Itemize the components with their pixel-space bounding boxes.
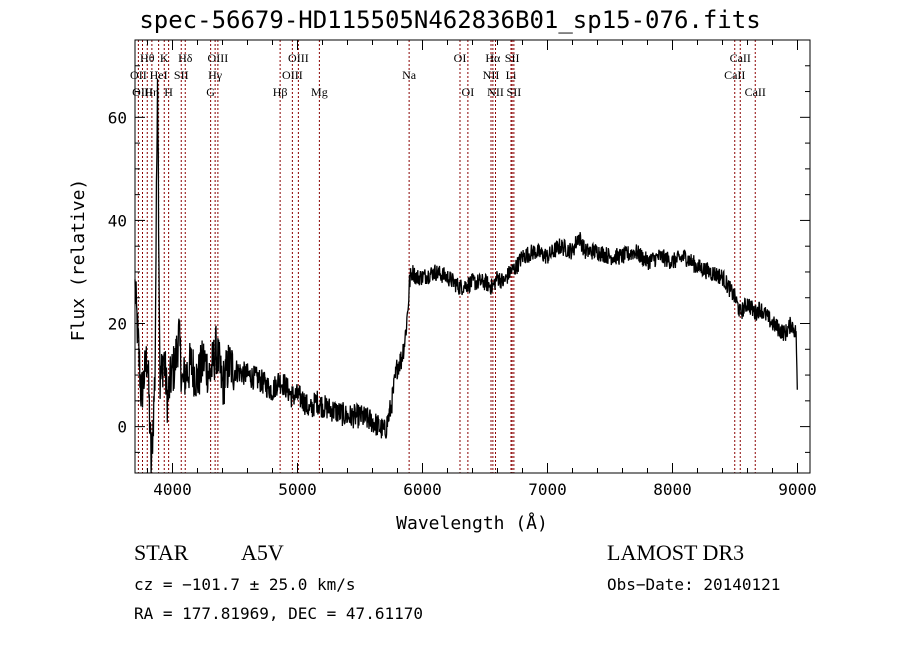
y-axis-label: Flux (relative) bbox=[68, 179, 89, 342]
axis-ticks: 4000 5000 6000 7000 8000 9000 0 20 40 60 bbox=[108, 40, 817, 499]
y-tick-label-20: 20 bbox=[108, 315, 127, 334]
y-tick-label-60: 60 bbox=[108, 108, 127, 127]
coordinates: RA = 177.81969, DEC = 47.61170 bbox=[134, 604, 423, 623]
line-label-20: NII bbox=[483, 68, 500, 82]
line-label-2: OIII bbox=[132, 85, 153, 99]
line-label-0: Hθ bbox=[140, 51, 155, 65]
flux-series-line bbox=[134, 78, 798, 474]
y-tick-label-0: 0 bbox=[117, 418, 127, 437]
line-label-4: K bbox=[160, 51, 169, 65]
line-label-9: OIII bbox=[208, 51, 229, 65]
spectrum-chart: 4000 5000 6000 7000 8000 9000 0 20 40 60 Hθ OII OII… bbox=[68, 39, 817, 534]
line-label-21: NII bbox=[487, 85, 504, 99]
line-label-26: CaII bbox=[724, 68, 745, 82]
line-label-15: Mg bbox=[311, 85, 328, 99]
object-type: STAR bbox=[134, 540, 189, 565]
line-label-16: Na bbox=[402, 68, 417, 82]
chart-title: spec-56679-HD115505N462836B01_sp15-076.f… bbox=[139, 6, 761, 34]
line-label-14: Hβ bbox=[273, 85, 288, 99]
plot-frame bbox=[134, 39, 811, 474]
line-label-27: CaII bbox=[745, 85, 766, 99]
x-tick-label-7000: 7000 bbox=[528, 480, 567, 499]
line-label-23: Li bbox=[506, 68, 517, 82]
line-label-25: CaII bbox=[730, 51, 751, 65]
line-label-13: OIII bbox=[282, 68, 303, 82]
line-markers bbox=[137, 40, 756, 473]
subclass: A5V bbox=[241, 540, 284, 565]
line-label-12: OIII bbox=[288, 51, 309, 65]
line-label-3: Hη bbox=[144, 85, 159, 99]
x-tick-label-5000: 5000 bbox=[278, 480, 317, 499]
x-tick-label-4000: 4000 bbox=[153, 480, 192, 499]
redshift-info: cz = −101.7 ± 25.0 km/s bbox=[134, 575, 356, 594]
line-label-11: G bbox=[206, 85, 215, 99]
line-label-19: Hα bbox=[485, 51, 501, 65]
y-tick-label-40: 40 bbox=[108, 211, 127, 230]
obs-date: Obs−Date: 20140121 bbox=[607, 575, 781, 594]
line-label-24: SII bbox=[507, 85, 522, 99]
x-tick-label-6000: 6000 bbox=[403, 480, 442, 499]
line-label-7: H bbox=[164, 85, 173, 99]
line-label-1: OII bbox=[130, 68, 147, 82]
x-tick-label-8000: 8000 bbox=[653, 480, 692, 499]
line-label-10: Hγ bbox=[208, 68, 223, 82]
survey-name: LAMOST DR3 bbox=[607, 540, 745, 565]
x-tick-label-9000: 9000 bbox=[778, 480, 817, 499]
line-label-18: OI bbox=[462, 85, 475, 99]
line-label-8: Hδ bbox=[178, 51, 193, 65]
x-axis-label: Wavelength (Å) bbox=[396, 512, 548, 534]
line-label-22: SII bbox=[505, 51, 520, 65]
line-label-5: HeI bbox=[150, 68, 168, 82]
line-label-17: OI bbox=[454, 51, 467, 65]
line-label-6: SII bbox=[174, 68, 189, 82]
